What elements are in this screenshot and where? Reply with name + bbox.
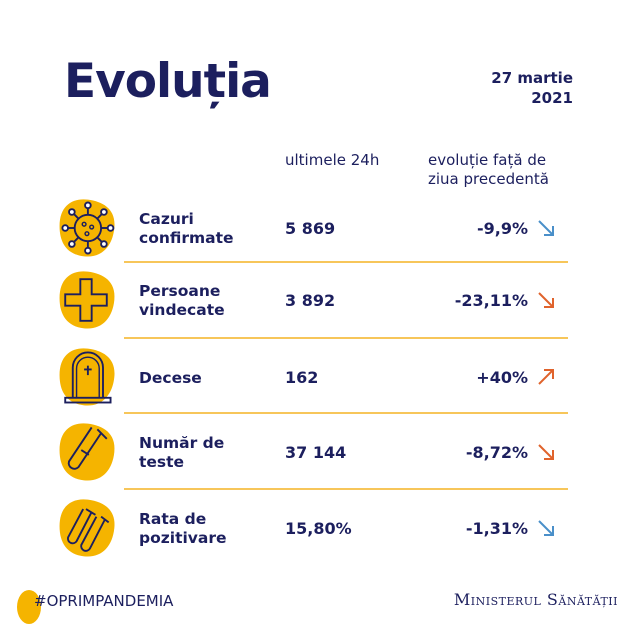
test-tube-icon	[59, 423, 115, 481]
stat-row: Decese 162 +40%	[0, 341, 640, 415]
stat-label: Decese	[139, 369, 202, 387]
medical-cross-icon	[59, 271, 115, 329]
stat-label: Rata de pozitivare	[139, 510, 227, 547]
hashtag: #OPRIMPANDEMIA	[34, 592, 174, 610]
stat-row: Rata de pozitivare 15,80% -1,31%	[0, 492, 640, 566]
arrow-down-right-icon	[538, 292, 554, 308]
stat-row: Număr de teste 37 144 -8,72%	[0, 416, 640, 490]
stat-label: Persoane vindecate	[139, 282, 225, 319]
arrow-up-right-icon	[538, 369, 554, 385]
date: 27 martie 2021	[453, 68, 573, 108]
stat-value: 37 144	[285, 443, 347, 462]
stat-change: -9,9%	[476, 219, 528, 238]
stat-value: 3 892	[285, 291, 336, 310]
header-last-24h: ultimele 24h	[285, 151, 380, 169]
virus-icon	[59, 199, 115, 257]
stat-label: Număr de teste	[139, 434, 225, 471]
stat-value: 5 869	[285, 219, 336, 238]
stat-row: Cazuri confirmate 5 869 -9,9%	[0, 192, 640, 266]
stat-row: Persoane vindecate 3 892 -23,11%	[0, 264, 640, 338]
ministry-logo: Ministerul Sănătății	[453, 590, 618, 609]
date-year: 2021	[531, 89, 573, 107]
stat-value: 15,80%	[285, 519, 352, 538]
arrow-down-right-icon	[538, 220, 554, 236]
stat-change: -23,11%	[454, 291, 528, 310]
stat-change: -1,31%	[465, 519, 528, 538]
stat-label: Cazuri confirmate	[139, 210, 234, 247]
arrow-down-right-icon	[538, 444, 554, 460]
row-separator	[124, 488, 568, 490]
stat-change: -8,72%	[465, 443, 528, 462]
row-separator	[124, 412, 568, 414]
arrow-down-right-icon	[538, 520, 554, 536]
stat-value: 162	[285, 368, 319, 387]
page-title: Evoluția	[64, 54, 272, 109]
row-separator	[124, 337, 568, 339]
date-day: 27 martie	[491, 69, 573, 87]
row-separator	[124, 261, 568, 263]
test-tubes-icon	[59, 499, 115, 557]
stat-change: +40%	[476, 368, 528, 387]
header-evolution: evoluție față de ziua precedentă	[428, 151, 549, 188]
tombstone-icon	[59, 348, 115, 406]
